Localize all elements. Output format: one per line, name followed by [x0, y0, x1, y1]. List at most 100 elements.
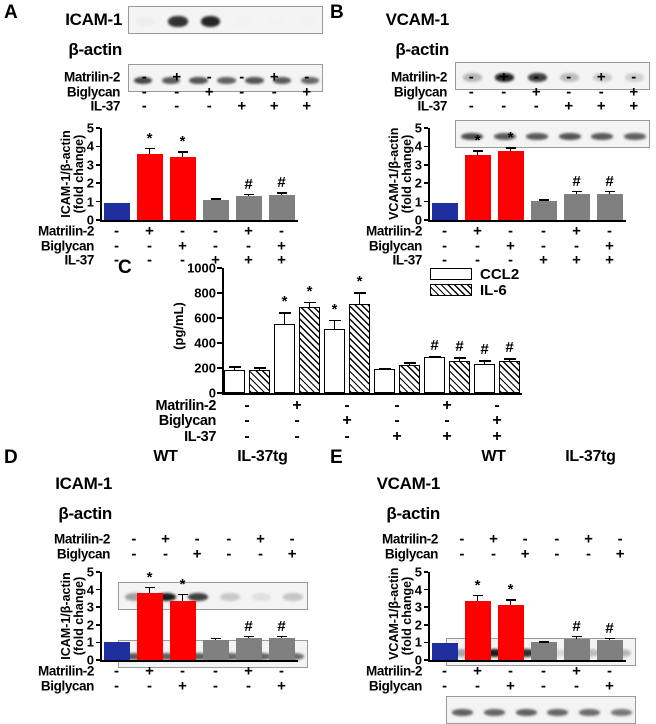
blot-band	[135, 15, 155, 27]
bar	[474, 364, 495, 393]
y-axis-label: VCAM-1/β-actin (fold change)	[387, 127, 414, 220]
treatment-label: Matrilin-2	[390, 69, 447, 85]
error-bar-cap	[177, 151, 188, 153]
y-axis-label-line1: VCAM-1/β-actin	[387, 127, 401, 220]
treatment-value: +	[192, 545, 202, 563]
x-axis	[428, 220, 626, 222]
treatment-value: -	[475, 677, 480, 695]
treatment-row: Matrilin-2	[0, 532, 438, 547]
treatment-row: Biglycan	[0, 678, 422, 694]
treatment-value: -	[541, 677, 546, 695]
treatment-value: +	[572, 662, 581, 680]
y-tick	[96, 145, 100, 148]
error-bar-cap	[144, 147, 155, 150]
treatment-value: +	[269, 97, 279, 115]
blot-band	[245, 76, 264, 84]
treatment-value: -	[607, 222, 612, 240]
treatment-value: +	[629, 83, 639, 101]
y-tick	[424, 164, 428, 166]
blot-band	[189, 76, 208, 84]
treatment-value: -	[194, 530, 200, 548]
treatment-value: +	[473, 222, 482, 240]
blot-row-label: β-actin	[386, 504, 440, 523]
treatment-row: Matrilin-2	[0, 70, 447, 85]
treatment-value: -	[246, 237, 251, 255]
treatment-row: IL-37	[0, 429, 216, 445]
treatment-value: -	[554, 530, 560, 548]
treatment-value: +	[277, 251, 286, 269]
error-bar-cap	[276, 635, 287, 638]
treatment-value: +	[172, 68, 182, 86]
treatment-value: -	[475, 237, 480, 255]
treatment-value: -	[114, 222, 119, 240]
y-tick-label: 0	[414, 212, 422, 228]
blot-row-loading-control	[455, 120, 650, 148]
treatment-label: Biglycan	[66, 84, 120, 100]
treatment-value: +	[145, 662, 154, 680]
treatment-value: +	[473, 662, 482, 680]
bar	[324, 328, 345, 393]
significance-marker: #	[277, 617, 286, 635]
treatment-label: IL-37	[90, 98, 120, 114]
treatment-value: -	[459, 530, 465, 548]
blot-band	[200, 15, 220, 27]
y-tick-label: 0	[86, 652, 94, 668]
treatment-value: -	[131, 545, 137, 563]
treatment-value: -	[442, 251, 447, 269]
treatment-row: Matrilin-2	[0, 224, 422, 239]
y-axis-label: (pg/mL)	[171, 301, 186, 350]
error-bar-cap	[505, 598, 516, 601]
treatment-value: -	[244, 396, 250, 414]
treatment-value: -	[491, 545, 496, 563]
error-bar	[476, 594, 479, 601]
treatment-value: -	[226, 545, 232, 563]
treatment-label: Biglycan	[368, 678, 422, 694]
legend-label-il-6: IL-6	[480, 282, 507, 299]
bar	[563, 638, 590, 660]
blot-row-label: β-actin	[395, 40, 449, 59]
treatment-label: Matrilin-2	[381, 531, 438, 547]
treatment-value: -	[294, 412, 300, 430]
error-bar-cap	[276, 192, 287, 194]
y-tick-label: 400	[194, 335, 216, 351]
treatment-row: Biglycan	[0, 238, 94, 253]
blot-band	[461, 132, 484, 140]
treatment-value: -	[289, 530, 295, 548]
y-tick	[424, 127, 428, 129]
error-bar-cap	[472, 150, 483, 152]
y-tick-label: 1	[414, 194, 422, 210]
treatment-value: -	[141, 83, 147, 101]
blot-band	[300, 76, 320, 84]
treatment-row: Biglycan	[0, 546, 110, 561]
y-tick-label: 1	[414, 634, 422, 650]
treatment-value: -	[141, 97, 147, 115]
significance-marker: #	[605, 619, 614, 637]
treatment-label: Biglycan	[158, 413, 217, 430]
blot-band	[515, 708, 537, 716]
treatment-value: -	[541, 237, 546, 255]
y-axis-label-line2: (fold change)	[399, 134, 414, 214]
genotype-label-wt: WT	[153, 448, 178, 465]
panel-e-letter: E	[330, 447, 343, 468]
blot-band	[251, 593, 272, 601]
significance-marker: *	[146, 129, 153, 147]
treatment-value: -	[344, 427, 350, 445]
panel-d-letter: D	[4, 447, 18, 468]
y-tick-label: 5	[86, 120, 94, 136]
error-bar-cap	[144, 586, 155, 589]
treatment-value: +	[178, 237, 187, 255]
treatment-label: Matrilin-2	[37, 223, 94, 239]
blot-band	[219, 652, 241, 660]
y-tick-label: 2	[86, 617, 94, 633]
blot-band	[168, 15, 188, 27]
error-bar	[476, 150, 479, 155]
error-bar-cap	[210, 198, 221, 200]
significance-marker: #	[605, 172, 614, 190]
y-axis	[428, 572, 430, 660]
treatment-value: -	[468, 68, 474, 86]
treatment-value: -	[541, 662, 546, 680]
y-tick	[424, 182, 428, 184]
treatment-value: -	[598, 83, 604, 101]
treatment-value: +	[161, 530, 170, 548]
treatment-value: -	[174, 97, 180, 115]
